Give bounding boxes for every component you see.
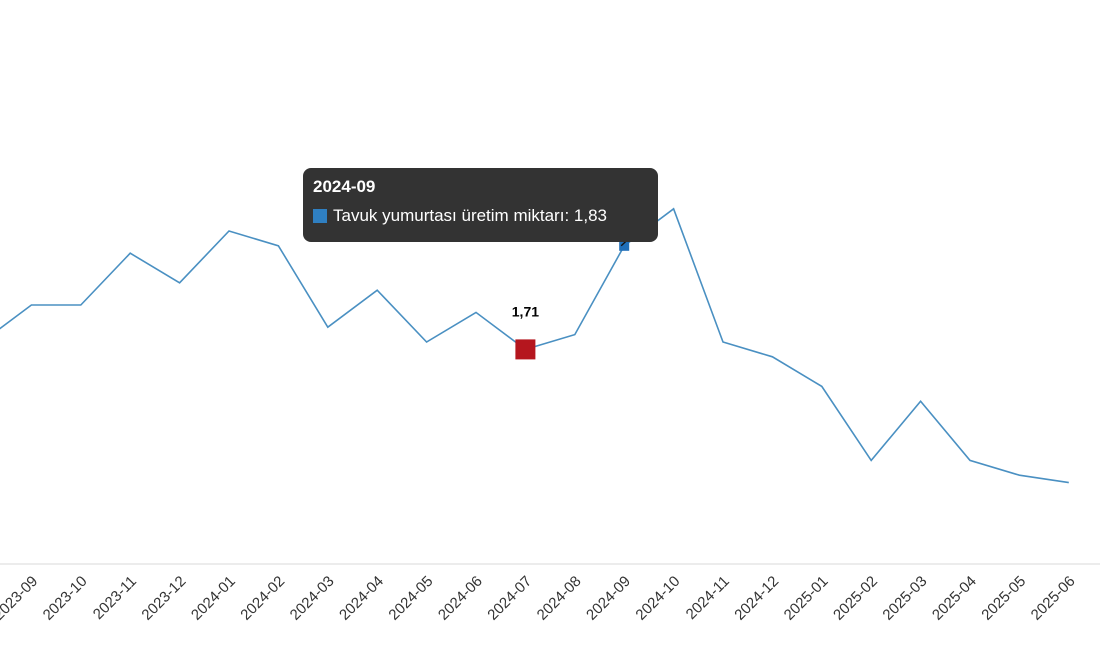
x-tick-label: 2024-07 bbox=[484, 573, 535, 624]
x-tick-labels: 2023-082023-092023-102023-112023-122024-… bbox=[0, 573, 1079, 624]
active-point[interactable] bbox=[619, 240, 630, 251]
x-tick-label: 2024-02 bbox=[237, 573, 288, 624]
tooltip-row: Tavuk yumurtası üretim miktarı: 1,83 bbox=[313, 206, 648, 226]
x-tick-label: 2023-12 bbox=[138, 573, 189, 624]
tooltip-title: 2024-09 bbox=[313, 177, 376, 196]
x-tick-label: 2024-06 bbox=[435, 573, 486, 624]
tooltip-series-label: Tavuk yumurtası üretim miktarı: bbox=[333, 206, 570, 225]
highlight-data-label: 1,71 bbox=[512, 303, 539, 319]
x-tick-label: 2024-01 bbox=[188, 573, 239, 624]
x-tick-label: 2024-11 bbox=[683, 573, 733, 623]
x-tick-label: 2025-04 bbox=[929, 573, 980, 624]
tooltip-value: 1,83 bbox=[573, 206, 607, 225]
x-tick-label: 2025-01 bbox=[781, 573, 832, 624]
x-tick-label: 2025-06 bbox=[1028, 573, 1079, 624]
x-tick-label: 2025-03 bbox=[879, 573, 930, 624]
x-tick-label: 2024-12 bbox=[731, 573, 782, 624]
x-tick-label: 2023-11 bbox=[90, 573, 140, 623]
x-tick-label: 2023-09 bbox=[0, 573, 41, 624]
x-tick-label: 2024-09 bbox=[583, 573, 634, 624]
x-tick-label: 2023-10 bbox=[40, 573, 91, 624]
chart-tooltip: 2024-09 Tavuk yumurtası üretim miktarı: … bbox=[303, 168, 658, 242]
x-tick-label: 2024-03 bbox=[287, 573, 338, 624]
x-tick-label: 2024-04 bbox=[336, 573, 387, 624]
x-tick-label: 2024-10 bbox=[632, 573, 683, 624]
x-tick-label: 2025-02 bbox=[830, 573, 881, 624]
x-tick-label: 2024-05 bbox=[385, 573, 436, 624]
highlight-point[interactable] bbox=[515, 339, 536, 360]
x-tick-label: 2024-08 bbox=[534, 573, 585, 624]
series-swatch-icon bbox=[313, 209, 327, 223]
x-tick-label: 2025-05 bbox=[978, 573, 1029, 624]
